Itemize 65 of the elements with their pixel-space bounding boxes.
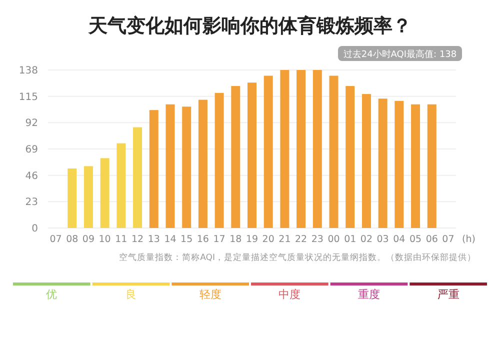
x-tick-label: 07 (50, 234, 62, 245)
bar (362, 94, 371, 228)
x-tick-label: 23 (311, 234, 324, 245)
bar (166, 104, 175, 228)
chart-title: 天气变化如何影响你的体育锻炼频率？ (88, 15, 412, 37)
y-tick-label: 0 (32, 224, 38, 234)
legend-label: 严重 (437, 288, 460, 301)
y-tick-label: 92 (25, 118, 38, 130)
bar (411, 104, 420, 228)
x-tick-label: 11 (115, 234, 128, 245)
x-axis-title: (h) (462, 234, 476, 245)
bar (182, 106, 192, 228)
x-tick-label: 14 (164, 234, 176, 245)
bar (198, 100, 208, 228)
bar (84, 166, 93, 228)
x-tick-label: 18 (230, 234, 242, 245)
bar (214, 92, 224, 228)
y-tick-label: 138 (18, 66, 38, 76)
bar (231, 86, 240, 228)
bar (280, 70, 290, 228)
bar (394, 100, 404, 228)
text: 过去24小时AQI最高值: 138 (343, 49, 457, 60)
x-tick-label: 05 (409, 234, 422, 245)
bar (133, 127, 142, 228)
legend-label: 优 (46, 288, 58, 301)
legend-label: 中度 (278, 288, 301, 301)
x-tick-label: 02 (360, 234, 373, 245)
x-tick-label: 22 (295, 234, 308, 245)
bar (427, 104, 436, 228)
bar (248, 82, 256, 228)
x-tick-label: 21 (278, 234, 291, 245)
x-tick-label: 10 (98, 234, 111, 245)
bar (68, 168, 77, 228)
x-tick-label: 16 (196, 234, 209, 245)
bar (346, 86, 355, 228)
legend-label: 重度 (358, 288, 380, 301)
x-tick-label: 12 (131, 234, 144, 245)
x-tick-label: 20 (262, 234, 274, 245)
bar (296, 70, 306, 228)
text: 轻度 (199, 288, 222, 301)
y-tick-label: 23 (25, 197, 38, 208)
text: 良 (126, 288, 136, 301)
x-tick-label: 04 (393, 234, 406, 245)
bar (329, 76, 338, 228)
x-tick-label: 08 (66, 234, 78, 245)
bar (149, 110, 158, 228)
x-tick-label: 03 (376, 234, 389, 245)
x-tick-label: 07 (442, 234, 454, 245)
bar (100, 158, 110, 228)
y-tick-label: 69 (25, 144, 38, 156)
y-tick-label: 115 (18, 92, 38, 103)
y-tick-label: 46 (25, 170, 38, 182)
x-tick-label: 13 (148, 234, 160, 245)
bar (312, 70, 322, 228)
x-tick-label: 09 (82, 234, 95, 245)
x-tick-label: 15 (180, 234, 193, 245)
x-tick-label: 19 (246, 234, 258, 245)
x-tick-label: 00 (328, 234, 340, 245)
x-tick-label: 06 (426, 234, 438, 245)
bar (378, 98, 388, 228)
bar (264, 76, 273, 228)
bar (116, 143, 126, 228)
x-tick-label: 01 (344, 234, 356, 245)
text: 空气质量指数：简称AQI，是定量描述空气质量状况的无量纲指数。（数据由环保部提供） (119, 252, 476, 263)
x-tick-label: 17 (213, 234, 226, 245)
